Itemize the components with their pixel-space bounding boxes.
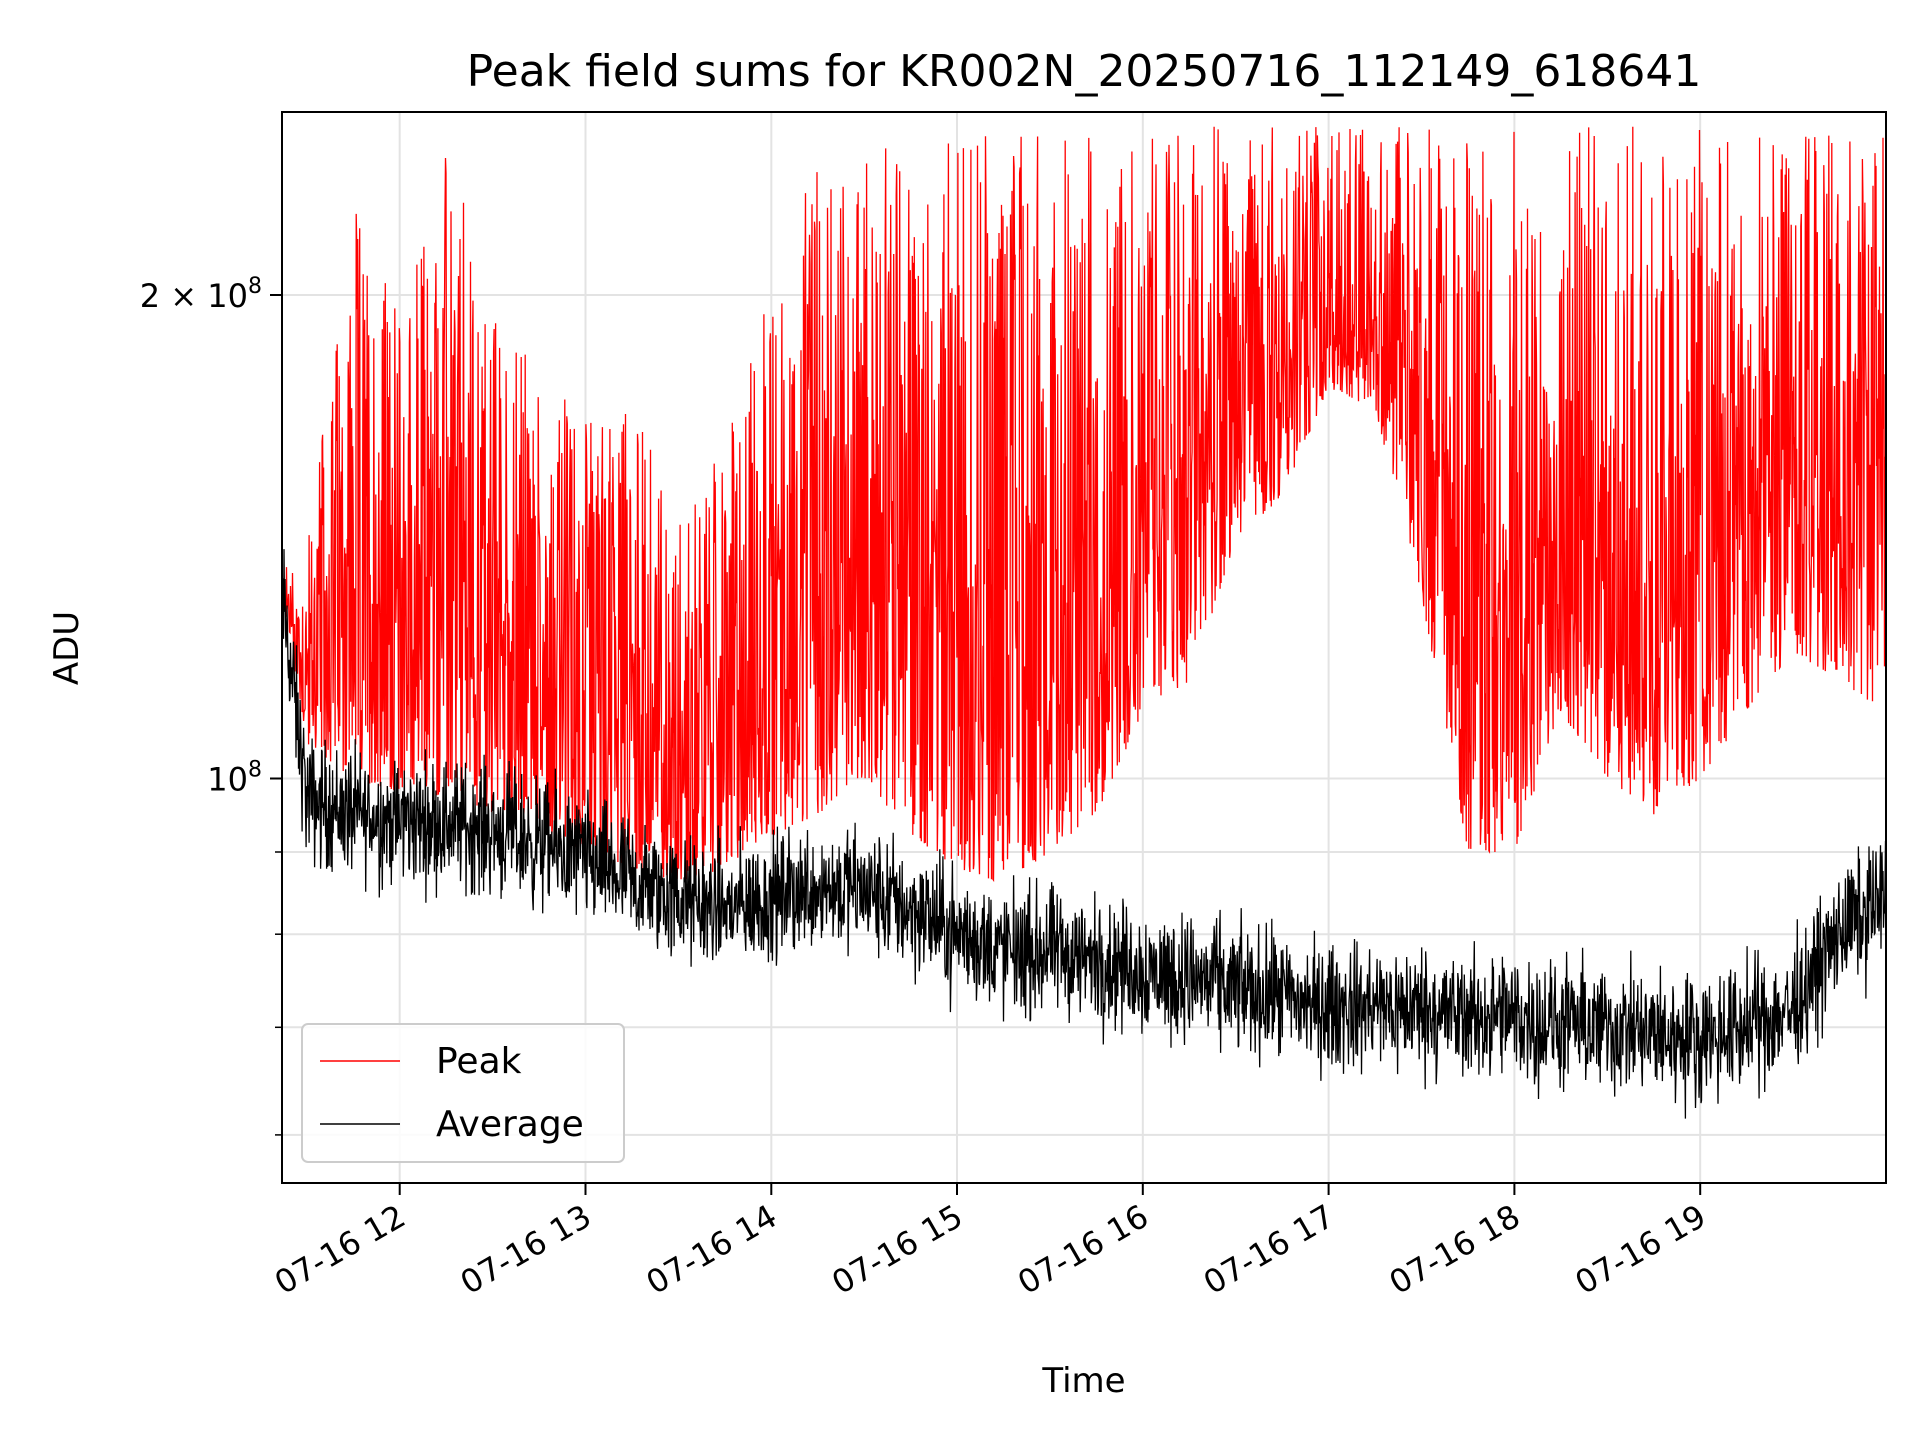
chart-title: Peak field sums for KR002N_20250716_1121…: [467, 46, 1702, 97]
series-layer: [282, 126, 1886, 1119]
peak-series-line: [282, 126, 1886, 883]
legend: Peak Average: [301, 1023, 625, 1163]
legend-box: [301, 1023, 625, 1163]
y-tick-label: 2 × 108: [140, 274, 262, 315]
y-axis-label: ADU: [47, 611, 87, 685]
legend-average-label: Average: [436, 1104, 584, 1145]
plot-frame: [281, 111, 1887, 1184]
average-series-line: [282, 549, 1886, 1119]
x-axis-label: Time: [1041, 1361, 1125, 1401]
legend-peak-label: Peak: [436, 1041, 522, 1082]
